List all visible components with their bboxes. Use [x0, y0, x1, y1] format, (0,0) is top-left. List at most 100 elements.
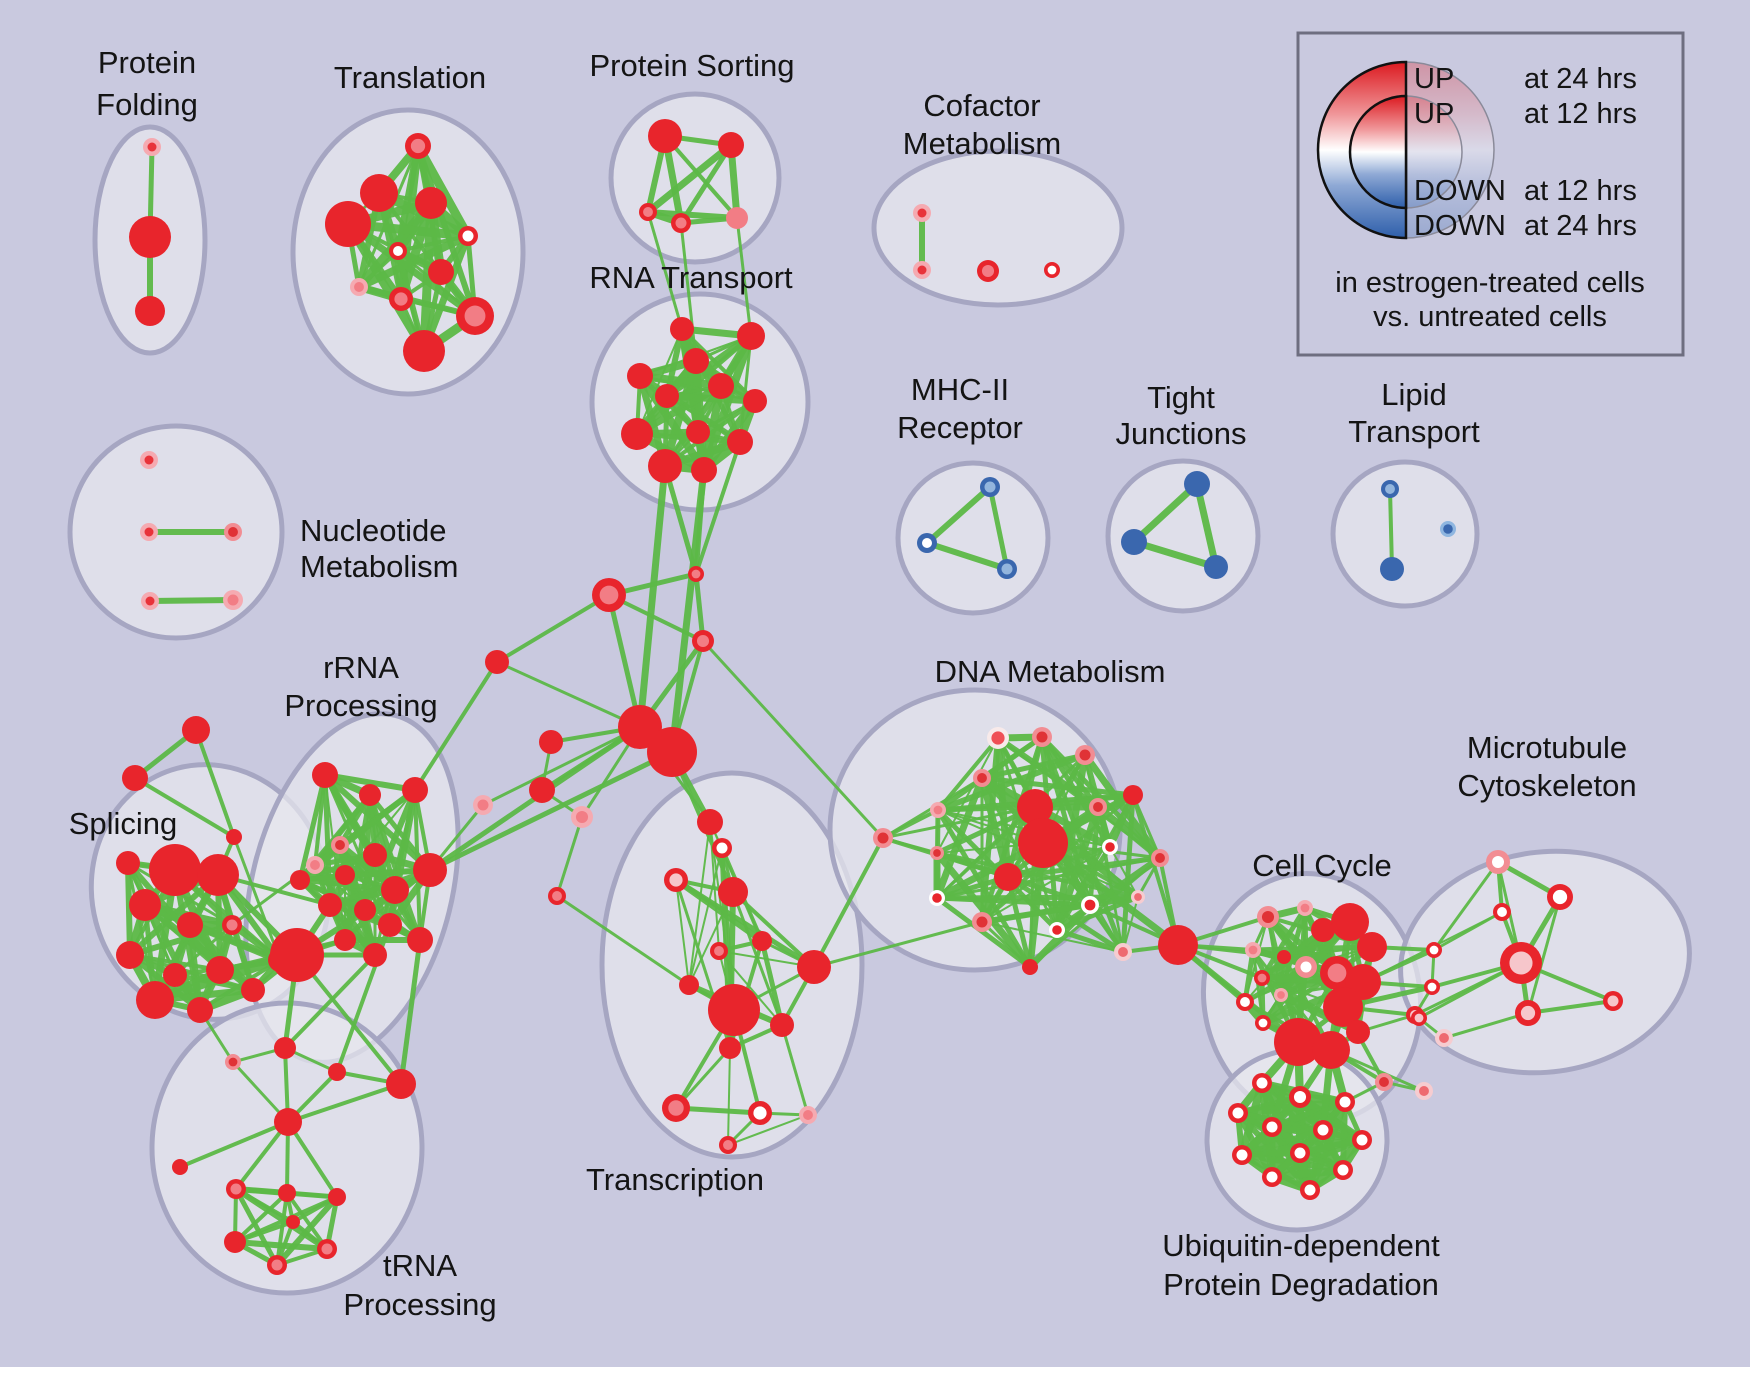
node-g0 — [539, 730, 563, 754]
graph-edge — [286, 1082, 403, 1124]
node-d9 — [1123, 785, 1143, 805]
node-cc21-core — [1439, 1033, 1449, 1043]
graph-edge — [1432, 860, 1500, 952]
graph-edge — [127, 922, 235, 958]
node-cc13-core — [1258, 1018, 1268, 1028]
graph-edge — [1526, 895, 1562, 1015]
node-cf3-core — [1047, 265, 1057, 275]
node-r10 — [648, 449, 682, 483]
node-r1 — [737, 322, 765, 350]
node-tx14-core — [803, 1110, 813, 1120]
node-rr3-core — [335, 840, 345, 850]
graph-edge — [780, 1023, 810, 1117]
node-mh0-core — [984, 481, 996, 493]
graph-edge — [194, 728, 236, 839]
cluster-microtubule-cytoskeleton-ellipse — [1398, 848, 1692, 1076]
node-sp2 — [129, 889, 161, 921]
cluster-lipid-transport-label: Transport — [1348, 414, 1480, 449]
node-tx11 — [719, 1037, 741, 1059]
node-cf1-core — [917, 265, 927, 275]
cluster-nucleotide-metabolism-label: Nucleotide — [300, 513, 446, 548]
cluster-microtubule-cytoskeleton-label: Microtubule — [1467, 730, 1627, 765]
node-rr1 — [359, 784, 381, 806]
graph-edge — [125, 860, 223, 973]
node-d10-core — [1105, 842, 1115, 852]
cluster-lipid-transport-ellipse — [1330, 459, 1480, 609]
cluster-trna-processing-label: tRNA — [383, 1248, 457, 1283]
graph-edge — [555, 815, 584, 898]
node-rr5 — [363, 843, 387, 867]
cluster-cofactor-metabolism-ellipse — [871, 148, 1125, 308]
node-sp6 — [163, 963, 187, 987]
legend-inner-ring-solid-half — [1348, 94, 1408, 210]
node-ub11-core — [1304, 1184, 1316, 1196]
node-d13-core — [932, 893, 942, 903]
cluster-ubiquitin-degradation-label: Protein Degradation — [1163, 1267, 1439, 1302]
node-t2 — [415, 187, 447, 219]
graph-edge — [1250, 944, 1375, 953]
graph-edge — [936, 737, 999, 854]
cluster-protein-sorting-label: Protein Sorting — [589, 48, 794, 83]
node-tx5 — [752, 931, 772, 951]
graph-edge — [481, 725, 642, 807]
node-t6 — [428, 259, 454, 285]
graph-edge — [1193, 480, 1220, 571]
node-r7 — [621, 418, 653, 450]
node-lp2-core — [1443, 524, 1453, 534]
node-hr0 — [270, 928, 324, 982]
node-sp1 — [197, 854, 239, 896]
graph-edge — [1259, 905, 1308, 981]
node-t9-core — [464, 305, 486, 327]
graph-edge — [694, 440, 742, 576]
graph-edge — [934, 804, 1038, 856]
node-u0-core — [228, 1057, 238, 1067]
node-cc12-core — [1240, 997, 1250, 1007]
labels-layer: Protein Folding Translation Protein Sorting… — [69, 45, 1637, 1322]
cluster-ubiquitin-degradation-label: Ubiquitin-dependent — [1162, 1228, 1440, 1263]
node-ub2-core — [1339, 1096, 1351, 1108]
cluster-protein-folding-label: Protein — [98, 45, 196, 80]
node-rr4-core — [310, 860, 320, 870]
graph-edge — [125, 860, 133, 958]
node-r8 — [686, 420, 710, 444]
graph-edge — [933, 774, 986, 902]
graph-edge — [297, 772, 328, 883]
node-pf0-core — [147, 142, 157, 152]
node-rr0 — [312, 762, 338, 788]
graph-edge — [413, 141, 473, 241]
node-st2 — [226, 829, 242, 845]
graph-edge — [125, 860, 203, 1013]
graph-edge — [233, 1186, 280, 1268]
node-d8-core — [1093, 802, 1103, 812]
graph-edge — [979, 894, 1141, 925]
node-db0-core — [877, 832, 889, 844]
node-cc22-core — [1379, 1077, 1389, 1087]
node-cc17 — [1346, 1020, 1370, 1044]
node-tb6 — [286, 1215, 300, 1229]
node-tj2 — [1204, 555, 1228, 579]
node-st1 — [122, 765, 148, 791]
node-d16-core — [1134, 893, 1142, 901]
node-g6 — [618, 705, 662, 749]
graph-edge — [688, 847, 723, 986]
node-ub6-core — [1356, 1134, 1368, 1146]
graph-edge — [555, 894, 691, 987]
node-rr12 — [334, 929, 356, 951]
node-ps1 — [718, 132, 744, 158]
node-tx10 — [770, 1013, 794, 1037]
node-cc23-core — [1419, 1086, 1429, 1096]
cluster-splicing-label: Splicing — [69, 806, 178, 841]
legend: UP at 24 hrs UP at 12 hrs DOWN at 12 hrs DOWN a… — [1296, 31, 1685, 357]
node-rr10 — [354, 899, 376, 921]
node-sp10 — [241, 978, 265, 1002]
graph-edge — [727, 1047, 731, 1146]
cluster-rrna-processing-label: Processing — [284, 688, 437, 723]
cluster-rrna-processing-label: rRNA — [323, 650, 399, 685]
node-cf0-core — [917, 208, 927, 218]
graph-edge — [283, 953, 377, 1050]
graph-edge — [275, 1191, 289, 1267]
node-bcc — [1158, 925, 1198, 965]
node-rr2 — [402, 777, 428, 803]
node-tb3 — [224, 1231, 246, 1253]
